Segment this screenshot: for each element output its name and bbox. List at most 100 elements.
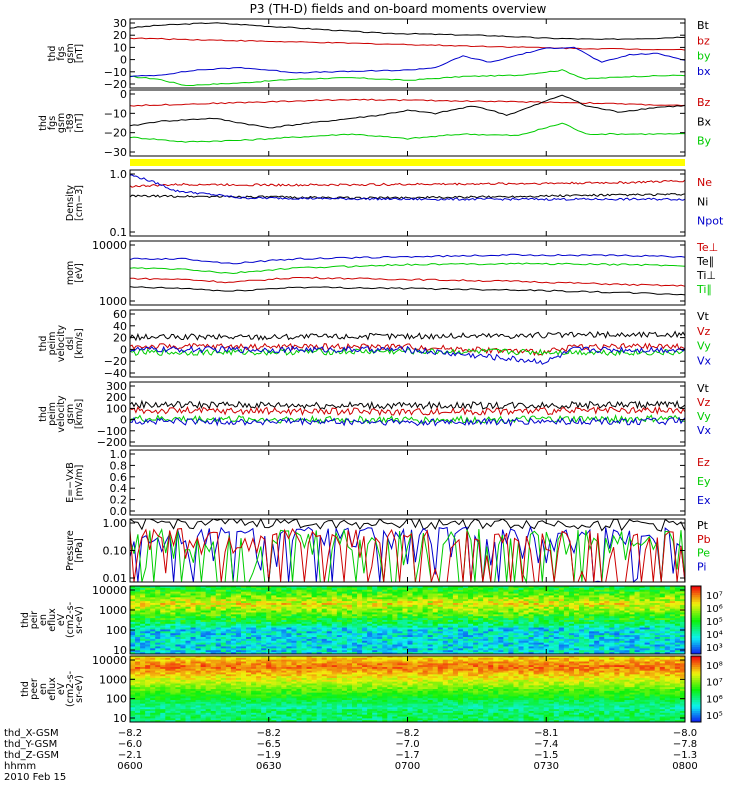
spectrogram-cell	[135, 659, 141, 662]
spectrogram-cell	[326, 603, 333, 606]
spectrogram-cell	[372, 608, 378, 612]
spectrogram-cell	[563, 637, 570, 640]
spectrogram-cell	[518, 637, 525, 640]
spectrogram-cell	[447, 652, 454, 655]
spectrogram-cell	[155, 614, 161, 617]
spectrogram-cell	[341, 629, 348, 632]
spectrogram-cell	[584, 591, 590, 595]
spectrogram-cell	[452, 644, 459, 647]
spectrogram-cell	[130, 665, 136, 668]
spectrogram-cell	[145, 663, 151, 666]
y-axis-label-line: velocity	[56, 395, 67, 433]
spectrogram-cell	[145, 633, 151, 636]
spectrogram-cell	[568, 620, 575, 623]
spectrogram-cell	[483, 595, 489, 598]
spectrogram-cell	[200, 621, 207, 625]
spectrogram-cell	[246, 589, 252, 593]
spectrogram-cell	[352, 652, 358, 655]
spectrogram-cell	[261, 644, 267, 647]
spectrogram-cell	[523, 633, 530, 636]
spectrogram-cell	[452, 650, 459, 653]
spectrogram-cell	[488, 646, 494, 649]
spectrogram-cell	[276, 618, 282, 621]
spectrogram-cell	[553, 627, 560, 630]
spectrogram-cell	[614, 638, 620, 642]
spectrogram-cell	[241, 652, 247, 655]
spectrogram-cell	[331, 604, 338, 608]
spectrogram-cell	[195, 612, 202, 615]
spectrogram-cell	[518, 608, 525, 612]
spectrogram-cell	[266, 633, 272, 636]
spectrogram-cell	[336, 608, 343, 612]
spectrogram-cell	[251, 631, 257, 634]
spectrogram-cell	[130, 644, 136, 647]
spectrogram-cell	[528, 593, 535, 596]
spectrogram-cell	[372, 618, 378, 621]
spectrogram-cell	[266, 593, 272, 596]
spectrogram-cell	[220, 620, 227, 623]
spectrogram-cell	[180, 661, 186, 664]
spectrogram-cell	[457, 633, 464, 636]
spectrogram-cell	[422, 616, 429, 619]
spectrogram-cell	[276, 644, 282, 647]
spectrogram-cell	[558, 603, 565, 606]
spectrogram-cell	[150, 657, 156, 661]
spectrogram-cell	[377, 642, 383, 646]
spectrogram-cell	[321, 593, 328, 596]
spectrogram-cell	[473, 633, 479, 636]
spectrogram-cell	[644, 633, 651, 636]
y-axis-label-line: velocity	[56, 325, 67, 363]
spectrogram-cell	[306, 631, 313, 634]
spectrogram-cell	[165, 681, 171, 684]
spectrogram-cell	[261, 608, 267, 612]
spectrogram-cell	[205, 587, 212, 591]
spectrogram-cell	[493, 586, 499, 589]
spectrogram-cell	[624, 635, 630, 638]
spectrogram-cell	[432, 627, 439, 630]
spectrogram-cell	[407, 616, 414, 619]
spectrogram-cell	[513, 640, 519, 644]
spectrogram-cell	[402, 646, 408, 649]
spectrogram-cell	[321, 635, 328, 638]
spectrogram-cell	[543, 614, 550, 617]
spectrogram-cell	[180, 629, 186, 632]
spectrogram-cell	[165, 606, 171, 610]
spectrogram-cell	[457, 646, 464, 649]
spectrogram-cell	[200, 637, 207, 640]
spectrogram-cell	[508, 644, 514, 647]
spectrogram-cell	[195, 657, 202, 661]
spectrogram-cell	[256, 618, 262, 621]
spectrogram-cell	[427, 597, 434, 600]
spectrogram-cell	[594, 597, 600, 600]
spectrogram-cell	[195, 587, 202, 591]
spectrogram-cell	[160, 606, 166, 610]
spectrogram-cell	[468, 629, 474, 632]
spectrogram-cell	[185, 674, 192, 677]
spectrogram-cell	[639, 644, 646, 647]
spectrogram-cell	[503, 631, 509, 634]
spectrogram-cell	[528, 606, 535, 610]
spectrogram-cell	[558, 591, 565, 595]
spectrogram-cell	[649, 618, 656, 621]
spectrogram-cell	[256, 616, 262, 619]
spectrogram-cell	[291, 635, 297, 638]
spectrogram-cell	[195, 685, 202, 688]
spectrogram-cell	[584, 586, 590, 589]
spectrogram-cell	[634, 589, 641, 593]
spectrogram-cell	[200, 616, 207, 619]
spectrogram-cell	[261, 621, 267, 625]
spectrogram-cell	[543, 644, 550, 647]
spectrogram-cell	[357, 644, 363, 647]
spectrogram-cell	[296, 608, 303, 612]
spectrogram-cell	[220, 642, 227, 646]
spectrogram-cell	[261, 620, 267, 623]
spectrogram-cell	[135, 694, 141, 697]
spectrogram-cell	[150, 681, 156, 684]
spectrogram-cell	[447, 640, 454, 644]
spectrogram-cell	[629, 627, 636, 630]
spectrogram-cell	[584, 652, 590, 655]
spectrogram-cell	[130, 635, 136, 638]
spectrogram-cell	[281, 623, 287, 627]
spectrogram-cell	[553, 593, 560, 596]
